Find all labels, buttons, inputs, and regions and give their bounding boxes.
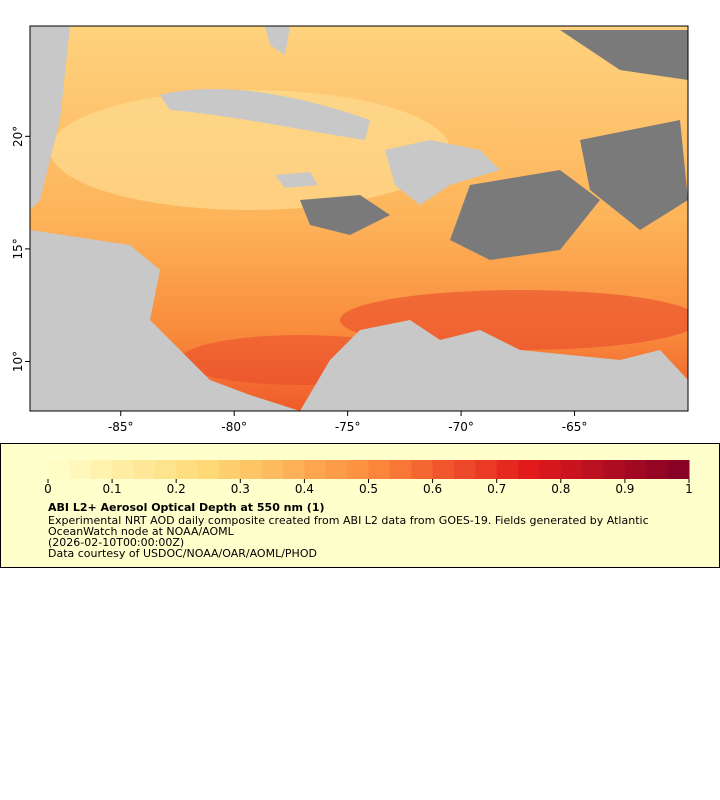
legend-box: 0 0.1 0.2 0.3 0.4 0.5 0.6 0.7 0.8 0.9 1 ABI L2+ Ae…: [0, 443, 720, 568]
colorbar-tick-label: 0.3: [231, 482, 250, 494]
colorbar-swatch: [667, 460, 690, 479]
colorbar-tick-label: 0.8: [551, 482, 570, 494]
colorbar-swatch: [453, 460, 476, 479]
colorbar-swatch: [432, 460, 455, 479]
legend-line: (2026-02-10T00:00:00Z): [48, 536, 185, 549]
x-tick-label: -70°: [448, 420, 474, 434]
x-tick-label: -75°: [335, 420, 361, 434]
colorbar-swatch: [48, 460, 70, 479]
legend-line: Data courtesy of USDOC/NOAA/OAR/AOML/PHO…: [48, 547, 317, 560]
map-frame: [29, 25, 689, 412]
x-tick-label: -80°: [221, 420, 247, 434]
colorbar-tick-label: 0.4: [295, 482, 314, 494]
colorbar-swatch: [218, 460, 241, 479]
colorbar-swatch: [603, 460, 626, 479]
legend-title: ABI L2+ Aerosol Optical Depth at 550 nm …: [48, 501, 325, 514]
x-tick-label: -65°: [562, 420, 588, 434]
colorbar-swatch: [261, 460, 284, 479]
colorbar-swatch: [646, 460, 669, 479]
colorbar-swatch: [240, 460, 263, 479]
colorbar-swatch: [176, 460, 199, 479]
y-tick-label: 15°: [11, 238, 25, 259]
colorbar-tick-label: 0.5: [359, 482, 378, 494]
colorbar-swatch: [325, 460, 348, 479]
colorbar-swatch: [133, 460, 156, 479]
colorbar-swatch: [411, 460, 434, 479]
colorbar-swatch: [389, 460, 412, 479]
colorbar-tick-label: 0: [44, 482, 52, 494]
colorbar-tick-label: 0.7: [487, 482, 506, 494]
colorbar-swatch: [475, 460, 498, 479]
x-tick-label: -85°: [108, 420, 134, 434]
y-tick-label: 10°: [11, 351, 25, 372]
colorbar-swatch: [283, 460, 305, 479]
legend-line: Experimental NRT AOD daily composite cre…: [48, 514, 649, 527]
colorbar-swatch: [560, 460, 583, 479]
colorbar-swatch: [304, 460, 327, 479]
colorbar-swatch: [539, 460, 562, 479]
colorbar-swatch: [90, 460, 113, 479]
colorbar-swatch: [624, 460, 647, 479]
colorbar-tick-label: 0.2: [167, 482, 186, 494]
colorbar-swatch: [112, 460, 134, 479]
colorbar-swatch: [69, 460, 92, 479]
colorbar-swatch: [582, 460, 605, 479]
colorbar-swatch: [368, 460, 391, 479]
colorbar: 0 0.1 0.2 0.3 0.4 0.5 0.6 0.7 0.8 0.9 1: [44, 460, 693, 494]
colorbar-swatch: [347, 460, 369, 479]
colorbar-tick-label: 0.9: [615, 482, 634, 494]
colorbar-swatch: [154, 460, 177, 479]
legend-line: OceanWatch node at NOAA/AOML: [48, 525, 234, 538]
colorbar-tick-label: 0.6: [423, 482, 442, 494]
colorbar-swatch: [197, 460, 220, 479]
map-image: [30, 26, 688, 411]
map-figure: -85° -80° -75° -70° -65° 10° 15° 20°: [11, 25, 689, 434]
y-tick-label: 20°: [11, 126, 25, 147]
colorbar-swatch: [518, 460, 540, 479]
colorbar-swatch: [496, 460, 519, 479]
colorbar-tick-label: 0.1: [103, 482, 122, 494]
colorbar-tick-label: 1: [685, 482, 693, 494]
